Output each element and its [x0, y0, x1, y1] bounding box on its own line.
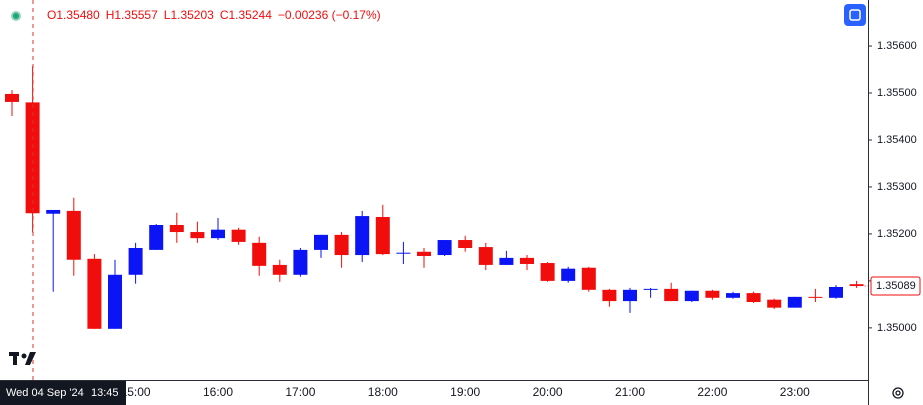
candle-body: [190, 232, 205, 239]
candle-body: [169, 224, 184, 233]
candle-body: [417, 251, 431, 256]
candle-body: [561, 268, 576, 281]
candle-body: [149, 224, 164, 250]
candle-body: [396, 252, 411, 254]
candle-body: [458, 240, 473, 249]
candle-body: [355, 216, 370, 256]
y-tick-label: 1.35500: [877, 87, 917, 99]
ohlc-header: O1.35480 H1.35557 L1.35203 C1.35244 −0.00236…: [47, 8, 381, 22]
cursor-box: [0, 381, 126, 405]
candle-body: [252, 242, 267, 266]
x-tick-label: 17:00: [285, 385, 315, 399]
ohlc-item: O1.35480: [47, 8, 100, 22]
candle-body: [66, 210, 81, 260]
candle-body: [684, 290, 699, 302]
candle-body: [231, 229, 246, 242]
candle-body: [829, 286, 843, 298]
candle-body: [705, 290, 720, 298]
logo: [9, 352, 36, 365]
y-tick-label: 1.35600: [877, 40, 917, 52]
candle-body: [602, 289, 617, 302]
y-tick-label: 1.35200: [877, 228, 917, 240]
candle-body: [478, 247, 493, 265]
candle-body: [767, 299, 782, 308]
x-tick-label: 15:00: [121, 385, 151, 399]
last-price-label: 1.35089: [876, 280, 916, 292]
candle-body: [25, 102, 40, 214]
candle-body: [108, 274, 122, 329]
candle-body: [787, 296, 802, 308]
candle-body: [375, 217, 390, 255]
candle-body: [849, 284, 864, 287]
candle-body: [746, 293, 761, 303]
candle-body: [664, 288, 679, 302]
y-tick-label: 1.35300: [877, 181, 917, 193]
status-dot: [13, 13, 19, 19]
ohlc-item: H1.35557: [106, 8, 158, 22]
last-price-box: [870, 276, 921, 296]
y-tick-label: 1.35000: [877, 322, 917, 334]
candle-body: [334, 234, 349, 256]
candle-body: [643, 288, 658, 290]
candle-body: [128, 248, 143, 275]
candle-body: [211, 229, 225, 239]
candle-body: [87, 258, 102, 329]
candle-body: [499, 257, 514, 265]
settings-button[interactable]: [892, 387, 904, 399]
plot: [5, 66, 864, 329]
ohlc-item: C1.35244: [220, 8, 272, 22]
candle-body: [437, 240, 452, 256]
candle-body: [581, 267, 596, 290]
x-tick-label: 19:00: [450, 385, 480, 399]
ohlc-item: −0.00236 (−0.17%): [278, 8, 381, 22]
candle-body: [314, 234, 328, 250]
candle-body: [540, 263, 555, 281]
candle-body: [272, 264, 287, 275]
x-tick-label: 23:00: [780, 385, 810, 399]
x-tick-label: 16:00: [203, 385, 233, 399]
candle-body: [623, 289, 637, 302]
fit-button[interactable]: [844, 4, 866, 26]
y-tick-label: 1.35400: [877, 134, 917, 146]
candle-body: [808, 296, 823, 298]
x-tick-label: 22:00: [697, 385, 727, 399]
x-tick-label: 18:00: [368, 385, 398, 399]
candle-body: [520, 257, 534, 264]
candle-body: [726, 293, 740, 298]
candle-body: [293, 249, 308, 275]
x-tick-label: 20:00: [533, 385, 563, 399]
candle-body: [5, 93, 19, 102]
ohlc-item: L1.35203: [164, 8, 214, 22]
x-tick-label: 21:00: [615, 385, 645, 399]
cursor-time: 13:45: [91, 387, 119, 399]
candle-body: [46, 209, 61, 214]
cursor-date: Wed 04 Sep '24: [6, 387, 84, 399]
